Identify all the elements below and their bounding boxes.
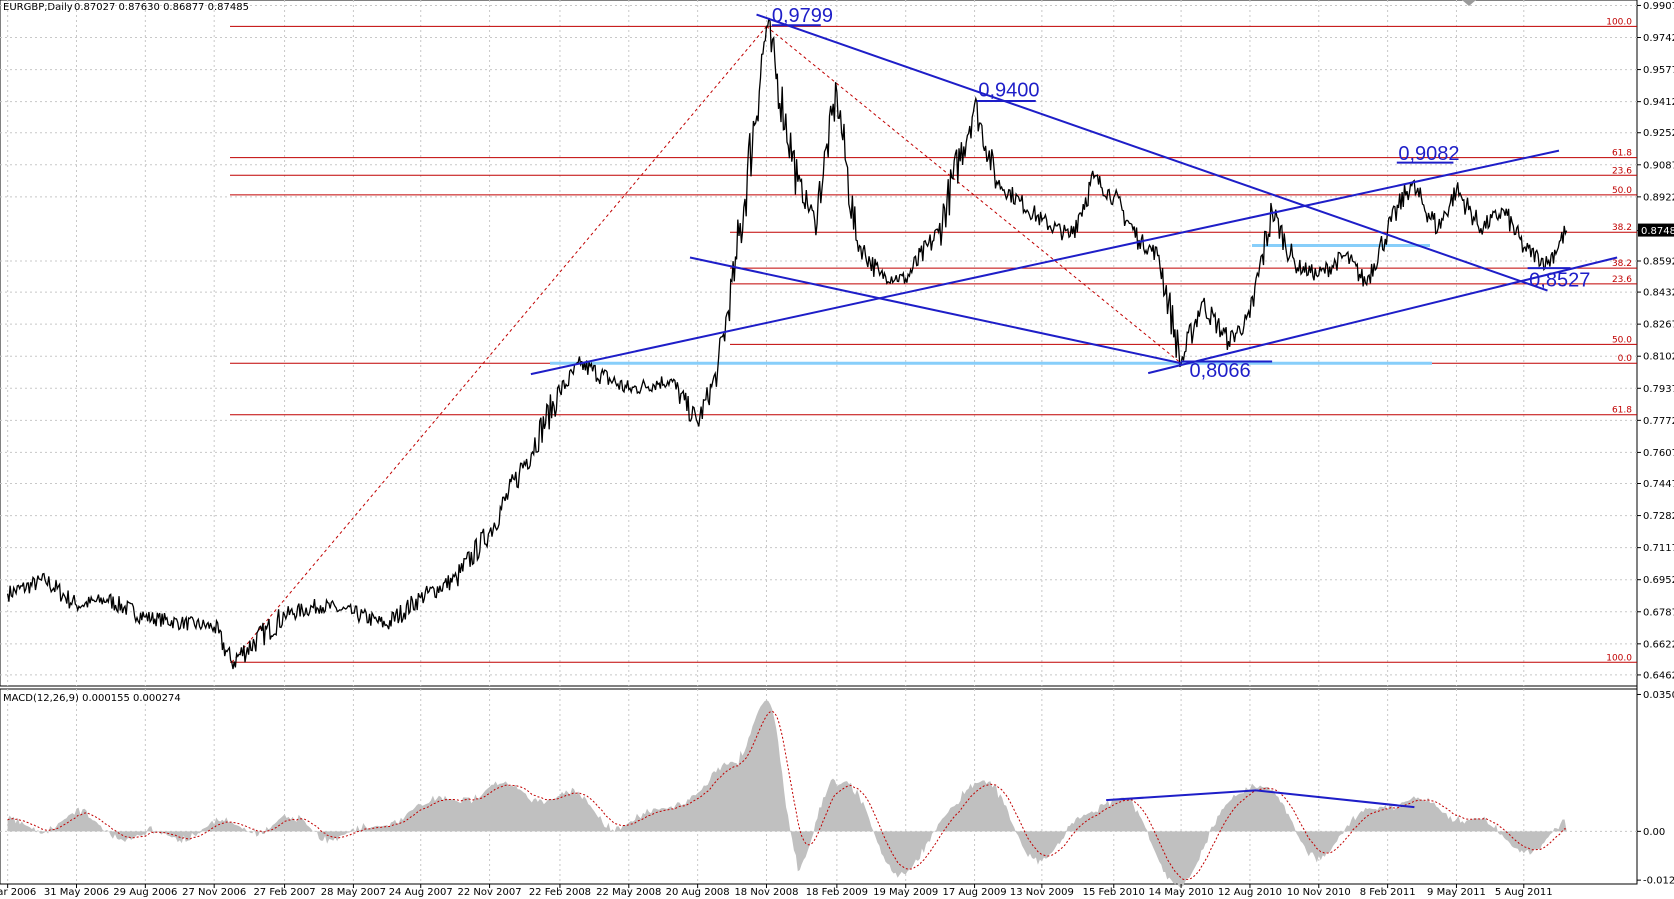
fib-level-label: 23.6 <box>1612 166 1632 176</box>
x-tick-label: 9 May 2011 <box>1427 887 1486 898</box>
x-tick-label: 29 Aug 2006 <box>113 887 177 898</box>
price-y-axis: 0.99070 0.97420 0.95770 0.94120 0.92520 0.908… <box>1637 1 1674 681</box>
current-price-label: 0.87485 <box>1641 226 1674 237</box>
fib-level-label: 50.0 <box>1612 186 1632 196</box>
macd-y-tick-label: 0.00 <box>1643 827 1665 838</box>
trend-line-descending-upper <box>756 13 1548 292</box>
grid <box>0 0 1637 884</box>
trend-line-ascending-lower <box>1147 256 1618 375</box>
macd-histogram <box>7 700 1567 887</box>
fib-level-label: 38.2 <box>1612 223 1632 233</box>
x-tick-label: 22 Feb 2008 <box>529 887 591 898</box>
macd-divergence-line <box>1255 789 1415 809</box>
macd-panel-frame <box>0 688 1638 885</box>
fibonacci-levels: 100.0 61.8 23.6 50.0 38.2 38.2 23.6 50.0 0.0 61.8… <box>230 17 1637 663</box>
fib-level-label: 23.6 <box>1612 275 1632 285</box>
price-annotation: 0,8066 <box>1190 360 1251 382</box>
y-tick-label: 0.64620 <box>1643 670 1674 681</box>
y-tick-label: 0.79370 <box>1643 384 1674 395</box>
y-tick-label: 0.81020 <box>1643 352 1674 363</box>
y-tick-label: 0.97420 <box>1643 33 1674 44</box>
y-tick-label: 0.82670 <box>1643 320 1674 331</box>
macd-header: MACD(12,26,9) 0.000155 0.000274 <box>3 693 181 704</box>
fib-diagonal <box>231 26 767 663</box>
scroll-marker-icon[interactable] <box>1462 0 1476 6</box>
fib-diagonal <box>766 26 1182 364</box>
x-tick-label: 14 May 2010 <box>1148 887 1213 898</box>
price-annotation: 0,8527 <box>1529 270 1590 292</box>
x-tick-label: 12 Aug 2010 <box>1218 887 1282 898</box>
y-tick-label: 0.89220 <box>1643 192 1674 203</box>
y-tick-label: 0.85920 <box>1643 256 1674 267</box>
y-tick-label: 0.84320 <box>1643 288 1674 299</box>
fib-level-label: 100.0 <box>1606 17 1632 27</box>
x-tick-label: 31 May 2006 <box>44 887 109 898</box>
price-series <box>6 17 1568 670</box>
x-tick-label: 28 May 2007 <box>321 887 386 898</box>
price-panel-frame <box>0 0 1638 687</box>
macd-y-tick-label: 0.035097 <box>1643 690 1674 701</box>
support-lines <box>550 243 1432 365</box>
y-tick-label: 0.71170 <box>1643 543 1674 554</box>
trend-lines <box>530 13 1618 376</box>
current-price-tag <box>1638 223 1674 237</box>
trend-line-ascending-upper <box>530 149 1560 376</box>
fib-level-label: 100.0 <box>1606 653 1632 663</box>
price-annotation: 0,9799 <box>772 5 833 27</box>
x-tick-label: 19 May 2009 <box>873 887 938 898</box>
x-tick-label: 18 Nov 2008 <box>734 887 798 898</box>
fib-level-label: 61.8 <box>1612 406 1632 416</box>
price-line <box>6 17 1568 670</box>
macd-divergence-line <box>1106 789 1257 802</box>
x-tick-label: 13 Nov 2009 <box>1010 887 1074 898</box>
x-tick-label: 17 Aug 2009 <box>943 887 1007 898</box>
x-tick-label: 10 Nov 2010 <box>1287 887 1351 898</box>
y-tick-label: 0.99070 <box>1643 1 1674 12</box>
price-annotation: 0,9082 <box>1398 143 1459 165</box>
x-tick-label: 24 Aug 2007 <box>389 887 453 898</box>
x-tick-label: 20 Aug 2008 <box>666 887 730 898</box>
y-tick-label: 0.66220 <box>1643 639 1674 650</box>
x-tick-label: 5 Aug 2011 <box>1495 887 1553 898</box>
x-tick-label: 22 May 2008 <box>596 887 661 898</box>
y-tick-label: 0.90870 <box>1643 160 1674 171</box>
fib-level-label: 61.8 <box>1612 149 1632 159</box>
y-tick-label: 0.92520 <box>1643 128 1674 139</box>
y-tick-label: 0.72820 <box>1643 511 1674 522</box>
chart-header-symbol: EURGBP,Daily <box>3 2 73 13</box>
y-tick-label: 0.69520 <box>1643 575 1674 586</box>
fib-level-label: 50.0 <box>1612 335 1632 345</box>
x-tick-label: 15 Feb 2010 <box>1083 887 1145 898</box>
fibonacci-diagonals <box>231 26 1182 663</box>
price-annotations: 0,9799 0,9400 0,9082 0,8527 0,8066 <box>772 5 1590 382</box>
x-tick-label: 22 Nov 2007 <box>458 887 522 898</box>
y-tick-label: 0.76070 <box>1643 448 1674 459</box>
y-tick-label: 0.94120 <box>1643 97 1674 108</box>
price-annotation: 0,9400 <box>978 80 1039 102</box>
time-x-axis: 2 Mar 2006 31 May 2006 29 Aug 2006 27 Nov 2… <box>0 884 1553 898</box>
chart-header-ohlc: 0.87027 0.87630 0.86877 0.87485 <box>74 2 249 13</box>
y-tick-label: 0.74470 <box>1643 479 1674 490</box>
x-tick-label: 2 Mar 2006 <box>0 887 36 898</box>
x-tick-label: 18 Feb 2009 <box>806 887 868 898</box>
x-tick-label: 8 Feb 2011 <box>1360 887 1416 898</box>
macd-y-axis: 0.035097 0.00 -0.01251 <box>1637 690 1674 887</box>
x-tick-label: 27 Nov 2006 <box>182 887 246 898</box>
y-tick-label: 0.95770 <box>1643 65 1674 76</box>
macd-y-tick-label: -0.01251 <box>1643 876 1674 887</box>
y-tick-label: 0.67870 <box>1643 607 1674 618</box>
fib-level-label: 0.0 <box>1618 354 1633 364</box>
macd-signal-line <box>7 710 1567 881</box>
y-tick-label: 0.77720 <box>1643 416 1674 427</box>
x-tick-label: 27 Feb 2007 <box>253 887 315 898</box>
fib-level-label: 38.2 <box>1612 259 1632 269</box>
trend-line-descending-lower <box>689 256 1182 365</box>
macd-series <box>0 700 1637 887</box>
